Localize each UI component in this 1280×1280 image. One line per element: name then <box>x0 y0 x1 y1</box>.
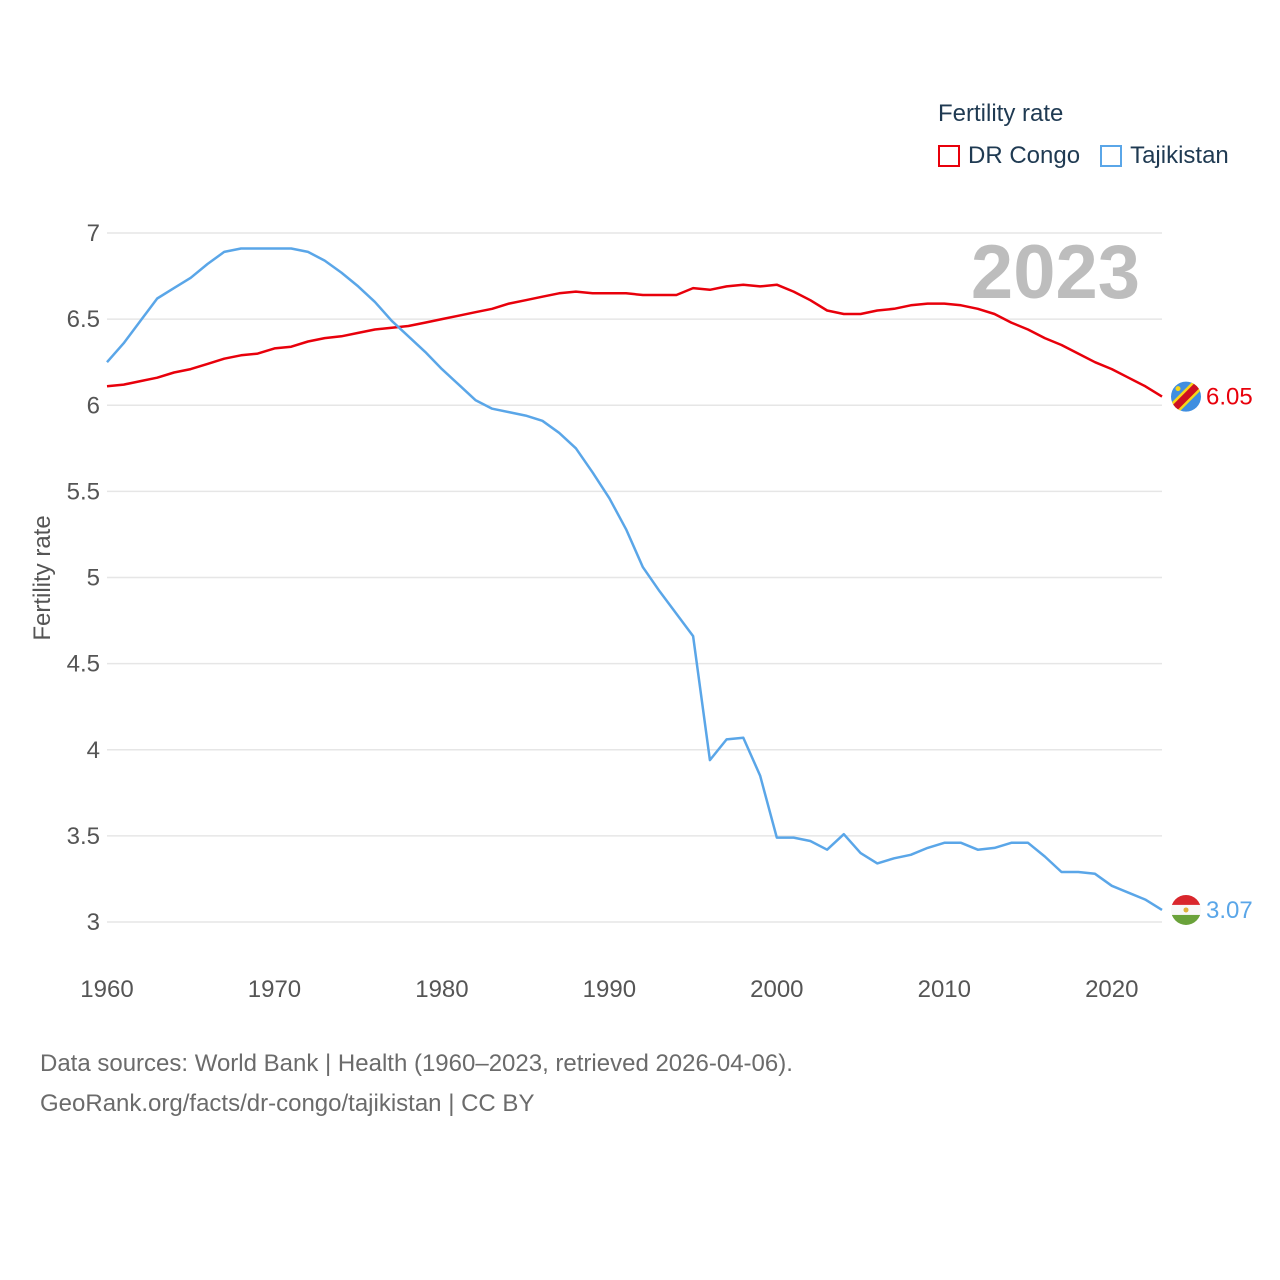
y-tick-label: 4.5 <box>67 651 100 678</box>
series-line-tajikistan <box>106 247 1163 911</box>
x-tick-label: 1980 <box>415 976 468 1003</box>
series-end-markers: 6.05 3.07 <box>1171 381 1253 925</box>
x-tick-label: 1970 <box>248 976 301 1003</box>
year-label: 2023 <box>971 230 1140 315</box>
x-tick-label: 1960 <box>80 976 133 1003</box>
x-tick-label: 2010 <box>918 976 971 1003</box>
legend-label-dr-congo: DR Congo <box>968 142 1081 169</box>
legend: DR Congo Tajikistan <box>938 142 1249 170</box>
flag-icon-dr-congo <box>1171 381 1201 412</box>
y-tick-label: 4 <box>87 737 100 764</box>
x-axis-ticks: 1960 1970 1980 1990 2000 2010 2020 <box>80 976 1138 1003</box>
y-tick-label: 5 <box>87 565 100 592</box>
legend-swatch-dr-congo <box>938 145 960 167</box>
x-tick-label: 1990 <box>583 976 636 1003</box>
end-value-label-tajikistan: 3.07 <box>1206 897 1253 924</box>
y-axis-ticks: 3 3.5 4 4.5 5 5.5 6 6.5 7 <box>67 220 100 936</box>
legend-item-tajikistan[interactable]: Tajikistan <box>1100 142 1229 170</box>
series-line-dr-congo <box>106 283 1163 398</box>
flag-icon-tajikistan <box>1171 894 1201 925</box>
footer-credit[interactable]: GeoRank.org/facts/dr-congo/tajikistan | … <box>40 1090 535 1117</box>
legend-label-tajikistan: Tajikistan <box>1130 142 1229 169</box>
legend-item-dr-congo[interactable]: DR Congo <box>938 142 1080 170</box>
series-lines <box>106 247 1163 911</box>
end-value-label-dr-congo: 6.05 <box>1206 384 1253 411</box>
y-tick-label: 6 <box>87 392 100 419</box>
y-tick-label: 6.5 <box>67 306 100 333</box>
footer: Data sources: World Bank | Health (1960–… <box>40 1044 793 1124</box>
y-tick-label: 5.5 <box>67 478 100 505</box>
x-tick-label: 2020 <box>1085 976 1138 1003</box>
footer-sources: Data sources: World Bank | Health (1960–… <box>40 1050 793 1077</box>
y-tick-label: 3 <box>87 909 100 936</box>
y-tick-label: 3.5 <box>67 823 100 850</box>
legend-swatch-tajikistan <box>1100 145 1123 167</box>
y-axis-title: Fertility rate <box>29 515 56 640</box>
x-tick-label: 2000 <box>750 976 803 1003</box>
y-tick-label: 7 <box>87 220 100 247</box>
gridlines <box>107 232 1162 923</box>
legend-title: Fertility rate <box>938 100 1064 127</box>
